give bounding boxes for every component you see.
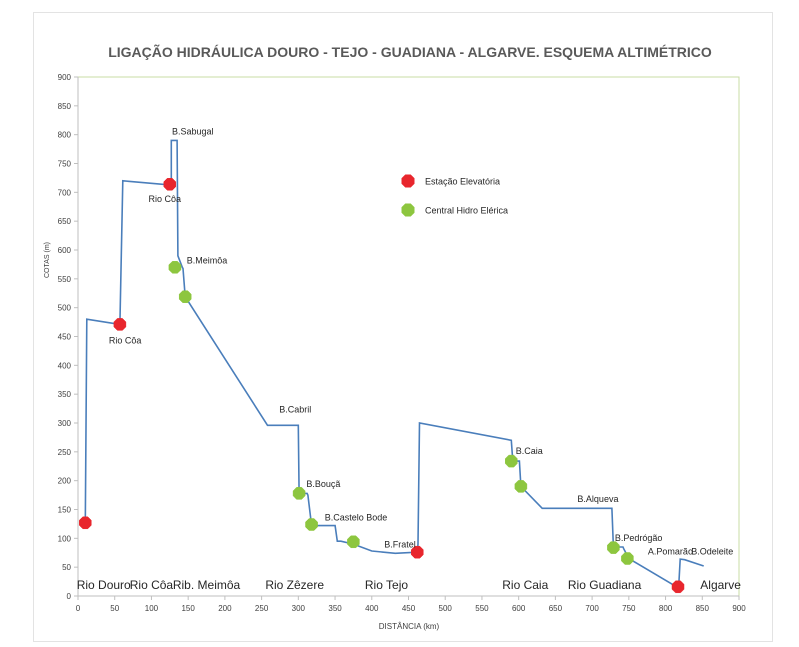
pumping-station-marker bbox=[113, 318, 127, 331]
legend-marker-station bbox=[401, 174, 415, 188]
hydro-plant-marker bbox=[168, 261, 182, 274]
point-annotation: B.Castelo Bode bbox=[325, 512, 388, 522]
y-tick-label: 200 bbox=[58, 477, 72, 486]
legend-marker-plant bbox=[401, 203, 415, 217]
hydro-plant-marker bbox=[621, 552, 634, 565]
y-axis-label: COTAS (m) bbox=[44, 242, 51, 278]
y-tick-label: 100 bbox=[58, 534, 72, 543]
pumping-station-marker bbox=[411, 545, 424, 559]
y-tick-label: 150 bbox=[58, 506, 72, 515]
region-label: Rio Guadiana bbox=[568, 578, 642, 592]
region-label: Rio Caia bbox=[502, 578, 548, 592]
y-tick-label: 50 bbox=[62, 563, 71, 572]
hydro-plant-marker bbox=[514, 480, 528, 493]
region-label: Rio Tejo bbox=[365, 578, 408, 592]
y-tick-label: 500 bbox=[58, 304, 72, 313]
x-tick-label: 650 bbox=[549, 604, 563, 613]
x-tick-label: 450 bbox=[402, 604, 416, 613]
hydro-plant-marker bbox=[505, 454, 518, 468]
region-label: Rio Côa bbox=[130, 578, 174, 592]
x-tick-label: 700 bbox=[585, 604, 599, 613]
x-tick-label: 200 bbox=[218, 604, 232, 613]
y-tick-label: 850 bbox=[58, 102, 72, 111]
x-tick-label: 600 bbox=[512, 604, 526, 613]
x-tick-label: 50 bbox=[110, 604, 119, 613]
point-annotation: B.Odeleite bbox=[691, 546, 733, 556]
chart-title: LIGAÇÃO HIDRÁULICA DOURO - TEJO - GUADIA… bbox=[108, 43, 712, 60]
legend-label: Estação Elevatória bbox=[425, 177, 500, 187]
pumping-station-marker bbox=[671, 580, 685, 594]
region-label: Rio Zêzere bbox=[265, 578, 324, 592]
y-tick-label: 450 bbox=[58, 333, 72, 342]
pumping-station-marker bbox=[163, 178, 177, 191]
x-tick-label: 550 bbox=[475, 604, 489, 613]
y-tick-label: 550 bbox=[58, 275, 72, 284]
x-tick-label: 750 bbox=[622, 604, 636, 613]
region-label: Rio Douro bbox=[77, 578, 131, 592]
region-label: Rib. Meimôa bbox=[173, 578, 241, 592]
x-tick-label: 850 bbox=[696, 604, 710, 613]
point-annotation: B.Pedrógão bbox=[615, 533, 663, 543]
x-tick-label: 100 bbox=[145, 604, 159, 613]
x-axis-label: DISTÂNCIA (km) bbox=[379, 622, 440, 631]
point-annotation: B.Alqueva bbox=[577, 494, 618, 504]
x-tick-label: 250 bbox=[255, 604, 269, 613]
y-tick-label: 0 bbox=[67, 592, 72, 601]
y-tick-label: 750 bbox=[58, 160, 72, 169]
point-annotation: A.Pomarão bbox=[648, 546, 693, 556]
y-tick-label: 650 bbox=[58, 217, 72, 226]
x-tick-label: 350 bbox=[328, 604, 342, 613]
pumping-station-marker bbox=[79, 516, 92, 530]
point-annotation: B.Meimôa bbox=[187, 255, 228, 265]
point-annotation: Rio Côa bbox=[109, 335, 142, 345]
hydro-plant-marker bbox=[607, 541, 620, 554]
point-annotation: B.Sabugal bbox=[172, 127, 214, 137]
y-tick-label: 300 bbox=[58, 419, 72, 428]
x-tick-label: 900 bbox=[732, 604, 746, 613]
x-tick-label: 500 bbox=[439, 604, 453, 613]
y-tick-label: 250 bbox=[58, 448, 72, 457]
x-tick-label: 800 bbox=[659, 604, 673, 613]
point-annotation: B.Bouçã bbox=[306, 479, 340, 489]
x-tick-label: 150 bbox=[181, 604, 195, 613]
x-tick-label: 300 bbox=[292, 604, 306, 613]
point-annotation: B.Cabril bbox=[279, 405, 311, 415]
hydro-plant-marker bbox=[347, 535, 360, 549]
y-tick-label: 400 bbox=[58, 361, 72, 370]
y-tick-label: 800 bbox=[58, 131, 72, 140]
profile-line bbox=[84, 139, 704, 588]
chart-frame bbox=[33, 12, 773, 642]
x-tick-label: 400 bbox=[365, 604, 379, 613]
y-tick-label: 900 bbox=[58, 73, 72, 82]
point-annotation: Rio Côa bbox=[149, 194, 182, 204]
point-annotation: B.Caia bbox=[516, 446, 543, 456]
y-tick-label: 600 bbox=[58, 246, 72, 255]
point-annotation: B.Fratel bbox=[384, 540, 416, 550]
hydro-plant-marker bbox=[305, 518, 318, 531]
y-tick-label: 700 bbox=[58, 188, 72, 197]
x-tick-label: 0 bbox=[76, 604, 81, 613]
hydro-plant-marker bbox=[292, 487, 306, 500]
hydro-plant-marker bbox=[178, 290, 192, 303]
region-label: Algarve bbox=[700, 578, 741, 592]
legend-label: Central Hidro Elérica bbox=[425, 206, 508, 216]
y-tick-label: 350 bbox=[58, 390, 72, 399]
